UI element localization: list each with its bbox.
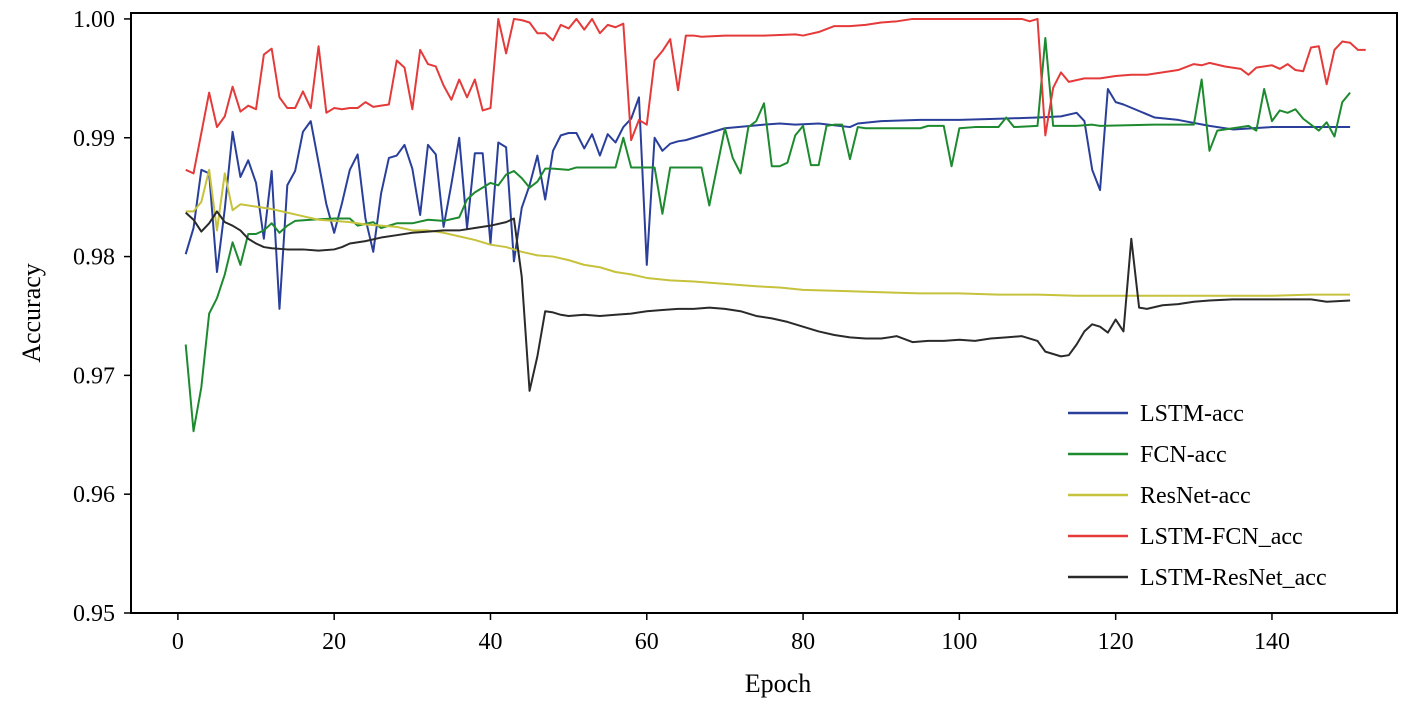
x-tick-label: 120 <box>1098 629 1134 655</box>
x-tick-label: 140 <box>1254 629 1290 655</box>
y-axis-label: Accuracy <box>17 263 46 363</box>
series-line-lstm-fcn-acc <box>185 17 1366 175</box>
series-line-resnet-acc <box>185 168 1351 297</box>
legend: LSTM-acc FCN-acc ResNet-acc LSTM-FCN_acc LST… <box>1068 401 1327 591</box>
x-tick-label: 0 <box>172 629 184 655</box>
x-tick-label: 80 <box>791 629 815 655</box>
x-tick-label: 60 <box>635 629 659 655</box>
x-tick-label: 20 <box>322 629 346 655</box>
y-axis: 0.95 0.96 0.97 0.98 0.99 1.00 <box>73 7 131 627</box>
x-tick-label: 100 <box>941 629 977 655</box>
plot-frame <box>130 12 1398 614</box>
legend-label: LSTM-FCN_acc <box>1140 524 1303 550</box>
y-tick-label: 1.00 <box>73 7 115 33</box>
legend-label: LSTM-acc <box>1140 401 1244 427</box>
series-line-lstm-resnet-acc <box>185 210 1351 392</box>
legend-label: FCN-acc <box>1140 442 1227 468</box>
y-tick-label: 0.95 <box>73 601 115 627</box>
y-tick-label: 0.96 <box>73 482 115 508</box>
x-axis: 0 20 40 60 80 100 120 140 <box>172 613 1290 655</box>
legend-label: LSTM-ResNet_acc <box>1140 565 1327 591</box>
series-layer <box>184 17 1366 433</box>
legend-label: ResNet-acc <box>1140 483 1251 509</box>
y-tick-label: 0.99 <box>73 126 115 152</box>
y-tick-label: 0.98 <box>73 245 115 271</box>
x-axis-label: Epoch <box>745 669 811 698</box>
y-tick-label: 0.97 <box>73 363 115 389</box>
x-tick-label: 40 <box>478 629 502 655</box>
series-line-lstm-acc <box>184 88 1351 310</box>
series-line-fcn-acc <box>184 36 1351 433</box>
